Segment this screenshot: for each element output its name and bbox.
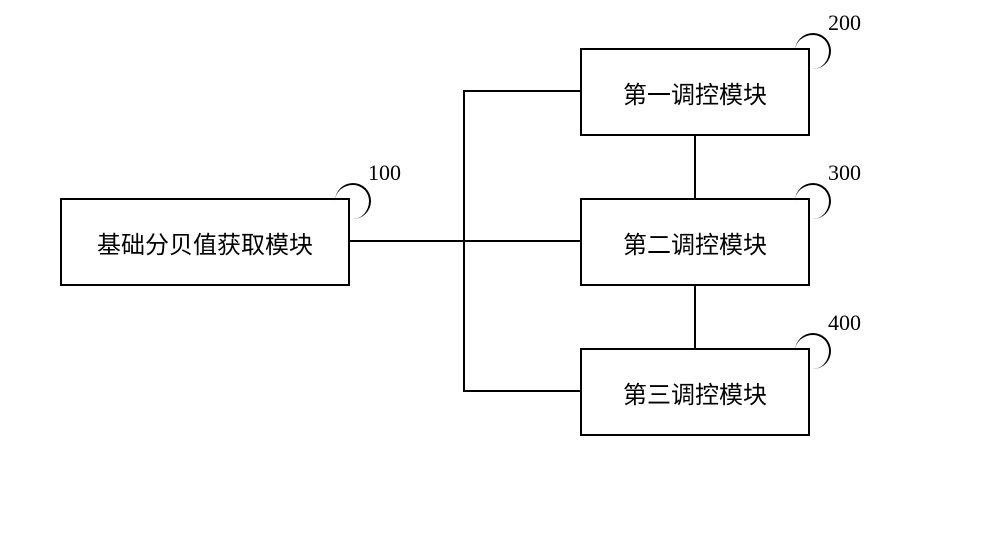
connector-300-400	[694, 286, 696, 348]
connector-200-300	[694, 136, 696, 198]
ref-label-300: 300	[828, 160, 861, 186]
node-label: 基础分贝值获取模块	[97, 225, 313, 260]
connector-to-300	[463, 240, 580, 242]
node-label: 第三调控模块	[623, 375, 767, 410]
ref-label-100: 100	[368, 160, 401, 186]
ref-label-200: 200	[828, 10, 861, 36]
connector-h1	[350, 240, 463, 242]
leader-arc-200	[795, 33, 831, 69]
node-control-3: 第三调控模块	[580, 348, 810, 436]
node-label: 第二调控模块	[623, 225, 767, 260]
node-control-1: 第一调控模块	[580, 48, 810, 136]
node-control-2: 第二调控模块	[580, 198, 810, 286]
leader-arc-100	[335, 183, 371, 219]
connector-to-200	[463, 90, 580, 92]
leader-arc-300	[795, 183, 831, 219]
connector-to-400	[463, 390, 580, 392]
node-label: 第一调控模块	[623, 75, 767, 110]
ref-label-400: 400	[828, 310, 861, 336]
leader-arc-400	[795, 333, 831, 369]
node-base-decibel: 基础分贝值获取模块	[60, 198, 350, 286]
